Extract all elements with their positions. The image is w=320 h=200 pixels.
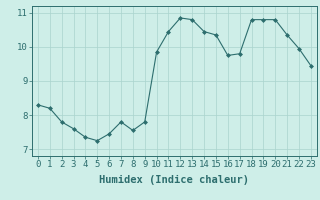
X-axis label: Humidex (Indice chaleur): Humidex (Indice chaleur) — [100, 175, 249, 185]
